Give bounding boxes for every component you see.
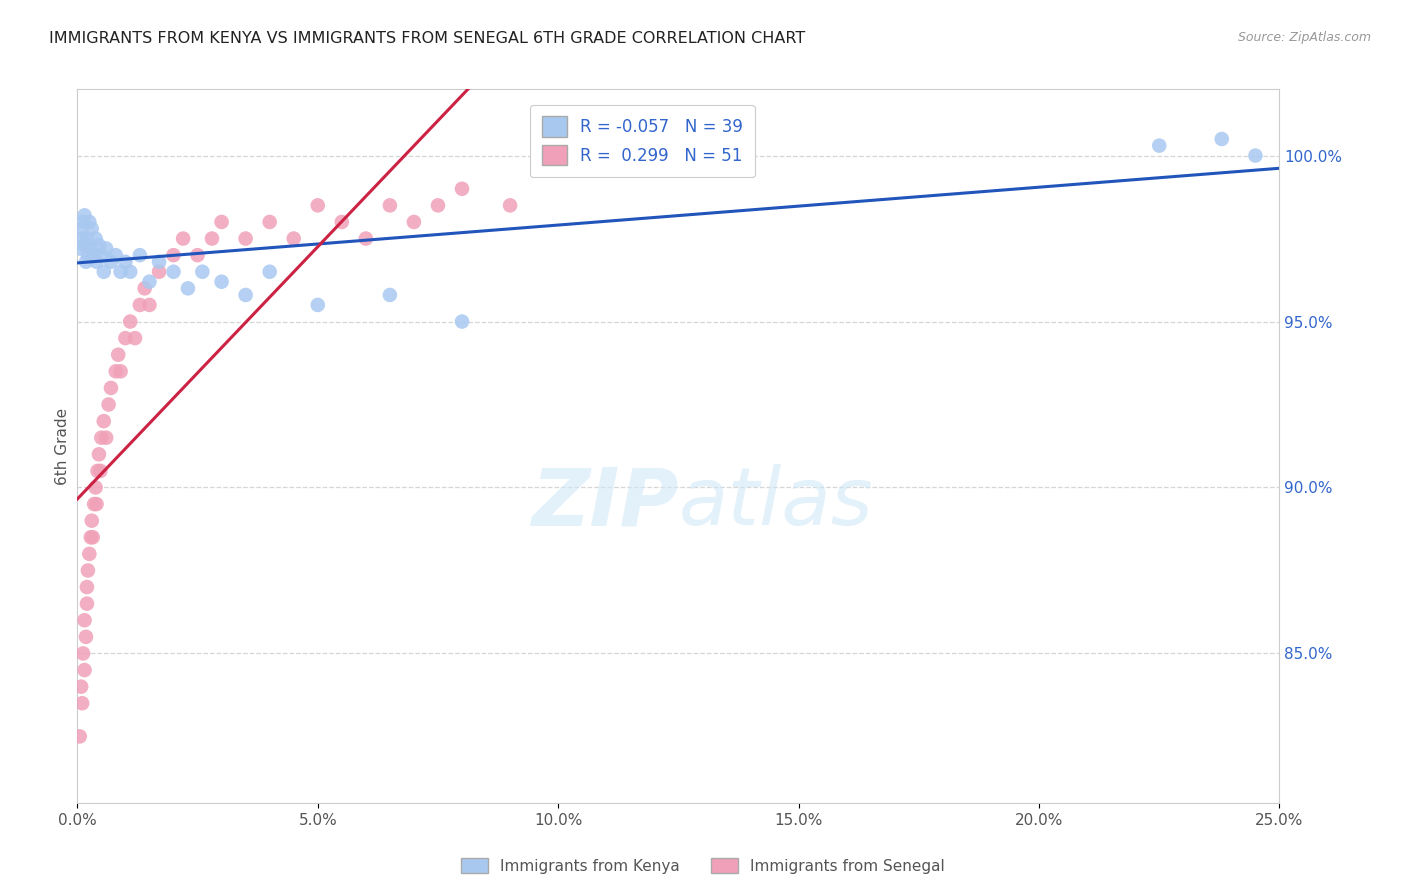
Point xyxy=(114,331,136,345)
Point xyxy=(73,238,96,252)
Point xyxy=(73,208,96,222)
Point xyxy=(235,231,257,245)
Point xyxy=(124,331,146,345)
Point xyxy=(177,281,200,295)
Point xyxy=(134,281,156,295)
Point xyxy=(82,530,104,544)
Point xyxy=(69,242,91,256)
Point xyxy=(70,696,93,710)
Point xyxy=(120,314,142,328)
Point xyxy=(83,497,105,511)
Point xyxy=(187,248,209,262)
Point xyxy=(172,231,194,245)
Point xyxy=(86,254,108,268)
Point xyxy=(87,238,110,252)
Point xyxy=(75,254,97,268)
Point xyxy=(162,248,184,262)
Point xyxy=(80,530,103,544)
Point xyxy=(451,314,474,328)
Point xyxy=(69,730,91,744)
Point xyxy=(330,215,353,229)
Point xyxy=(80,514,103,528)
Point xyxy=(354,231,377,245)
Point xyxy=(70,221,93,235)
Point xyxy=(79,547,101,561)
Point xyxy=(87,447,110,461)
Point xyxy=(84,481,107,495)
Point xyxy=(211,275,233,289)
Point xyxy=(90,248,112,262)
Point xyxy=(104,248,127,262)
Point xyxy=(235,288,257,302)
Point xyxy=(73,613,96,627)
Point xyxy=(76,231,98,245)
Legend: R = -0.057   N = 39, R =  0.299   N = 51: R = -0.057 N = 39, R = 0.299 N = 51 xyxy=(530,104,755,177)
Point xyxy=(128,298,150,312)
Point xyxy=(96,431,118,445)
Point xyxy=(72,215,94,229)
Point xyxy=(75,630,97,644)
Point xyxy=(110,364,132,378)
Point xyxy=(86,464,108,478)
Point xyxy=(1211,132,1233,146)
Point xyxy=(100,381,122,395)
Point xyxy=(1244,148,1267,162)
Point xyxy=(128,248,150,262)
Point xyxy=(104,364,127,378)
Point xyxy=(110,265,132,279)
Point xyxy=(70,231,93,245)
Point xyxy=(402,215,425,229)
Point xyxy=(93,414,115,428)
Point xyxy=(138,298,160,312)
Point xyxy=(1149,138,1171,153)
Point xyxy=(80,242,103,256)
Legend: Immigrants from Kenya, Immigrants from Senegal: Immigrants from Kenya, Immigrants from S… xyxy=(454,852,952,880)
Point xyxy=(100,254,122,268)
Text: atlas: atlas xyxy=(679,464,873,542)
Point xyxy=(90,431,112,445)
Y-axis label: 6th Grade: 6th Grade xyxy=(55,408,70,484)
Point xyxy=(114,254,136,268)
Point xyxy=(77,564,100,578)
Point xyxy=(259,265,281,279)
Point xyxy=(83,248,105,262)
Point xyxy=(211,215,233,229)
Point xyxy=(499,198,522,212)
Point xyxy=(120,265,142,279)
Point xyxy=(378,198,401,212)
Point xyxy=(259,215,281,229)
Point xyxy=(107,348,129,362)
Point xyxy=(191,265,214,279)
Point xyxy=(89,464,111,478)
Point xyxy=(84,231,107,245)
Point xyxy=(148,265,170,279)
Point xyxy=(76,580,98,594)
Point xyxy=(79,215,101,229)
Point xyxy=(283,231,305,245)
Point xyxy=(97,397,120,411)
Point xyxy=(307,198,329,212)
Point xyxy=(93,265,115,279)
Point xyxy=(73,663,96,677)
Point xyxy=(96,242,118,256)
Point xyxy=(77,248,100,262)
Point xyxy=(80,221,103,235)
Point xyxy=(451,182,474,196)
Point xyxy=(162,265,184,279)
Point xyxy=(378,288,401,302)
Text: ZIP: ZIP xyxy=(531,464,679,542)
Point xyxy=(201,231,224,245)
Text: IMMIGRANTS FROM KENYA VS IMMIGRANTS FROM SENEGAL 6TH GRADE CORRELATION CHART: IMMIGRANTS FROM KENYA VS IMMIGRANTS FROM… xyxy=(49,31,806,46)
Text: Source: ZipAtlas.com: Source: ZipAtlas.com xyxy=(1237,31,1371,45)
Point xyxy=(427,198,450,212)
Point xyxy=(72,647,94,661)
Point xyxy=(307,298,329,312)
Point xyxy=(76,597,98,611)
Point xyxy=(86,497,108,511)
Point xyxy=(138,275,160,289)
Point xyxy=(148,254,170,268)
Point xyxy=(70,680,93,694)
